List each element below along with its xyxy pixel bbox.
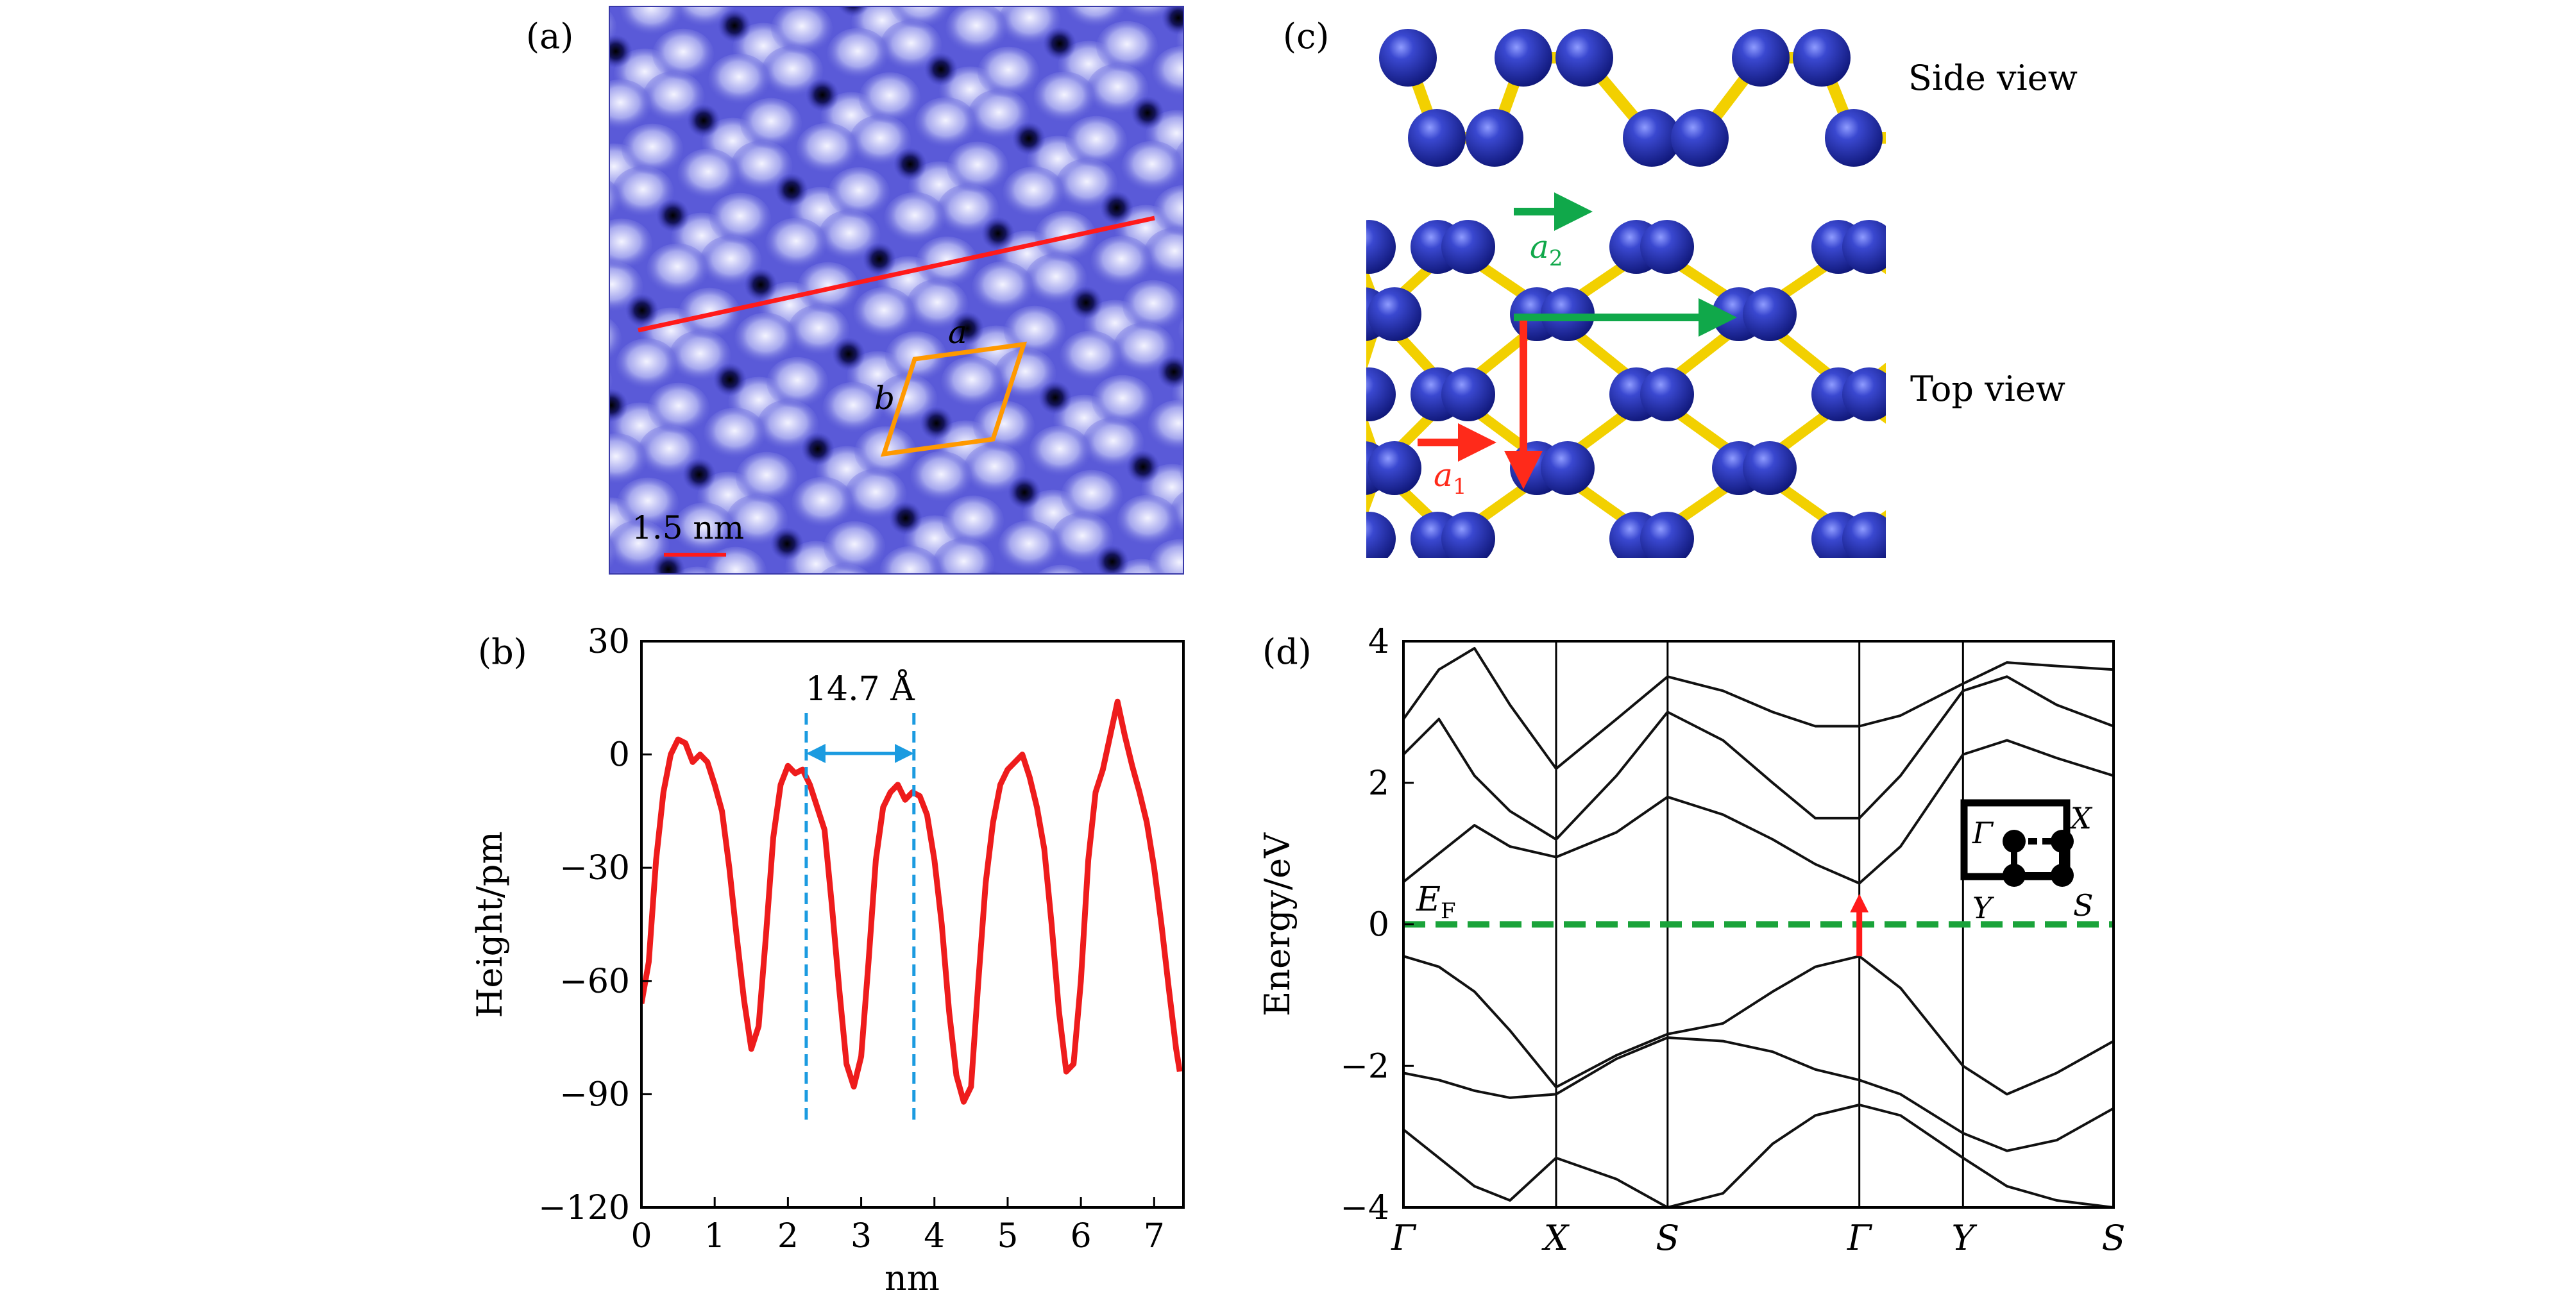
scale-bar-label: 1.5 nm xyxy=(632,509,744,546)
band-y-tick-label: −4 xyxy=(1340,1189,1389,1227)
profile-y-axis-label: Height/pm xyxy=(470,831,510,1018)
profile-y-tick-label: −90 xyxy=(559,1075,630,1114)
profile-x-tick-label: 4 xyxy=(924,1217,945,1256)
profile-series-line xyxy=(641,698,1183,1105)
band-line xyxy=(1403,1104,2114,1207)
profile-x-tick-label: 2 xyxy=(777,1217,799,1256)
band-kpoint-label: Γ xyxy=(1391,1218,1417,1258)
band-kpoint-label: X xyxy=(1541,1218,1570,1258)
structure-side-view xyxy=(1379,29,1886,167)
band-kpoint-label: S xyxy=(1656,1218,1679,1258)
band-kpoint-label: S xyxy=(2102,1218,2126,1258)
profile-x-axis-label: nm xyxy=(885,1258,940,1299)
profile-line xyxy=(638,215,1155,333)
brillouin-zone-inset: Γ X Y S xyxy=(1960,799,2094,925)
profile-y-tick-label: −60 xyxy=(559,963,630,1001)
band-line xyxy=(1403,739,2114,885)
profile-x-tick-label: 5 xyxy=(997,1217,1018,1256)
panel-label-a: (a) xyxy=(526,16,573,56)
profile-x-tick-label: 0 xyxy=(631,1217,652,1256)
band-y-tick-label: 2 xyxy=(1368,764,1389,803)
band-line xyxy=(1403,675,2114,841)
profile-y-tick-label: −30 xyxy=(559,849,630,887)
profile-plot-frame xyxy=(640,640,1185,1209)
bz-label-gamma: Γ xyxy=(1972,816,1994,850)
band-kpoint-label: Y xyxy=(1951,1218,1977,1258)
bz-label-s: S xyxy=(2073,888,2094,923)
unit-cell xyxy=(880,341,1028,457)
cell-label-b: b xyxy=(874,380,895,417)
profile-x-tick-label: 1 xyxy=(704,1217,725,1256)
band-y-tick-label: 0 xyxy=(1368,906,1389,945)
band-line xyxy=(1403,647,2114,770)
vector-a2-label: a2 xyxy=(1530,228,1563,271)
cell-label-a: a xyxy=(948,314,967,351)
profile-x-tick-label: 6 xyxy=(1071,1217,1092,1256)
fermi-level-label: EF xyxy=(1416,880,1456,924)
profile-y-tick-label: −120 xyxy=(538,1189,630,1227)
structure-top-view xyxy=(1366,220,1886,558)
profile-x-tick-label: 3 xyxy=(851,1217,872,1256)
band-structure-chart: Γ X S Γ Y S 4 2 0 −2 −4 EF Energy/eV Γ X Y S xyxy=(1257,623,2126,1258)
band-kpoint-label: Γ xyxy=(1847,1218,1873,1258)
band-y-tick-label: −2 xyxy=(1340,1047,1389,1086)
band-line xyxy=(1403,1036,2114,1152)
panel-label-b: (b) xyxy=(478,632,527,672)
profile-x-tick-label: 7 xyxy=(1144,1217,1165,1256)
profile-chart: 14.7 Å 0 1 2 3 4 5 6 7 30 0 −30 −60 −90 −120 nm Heigh… xyxy=(470,623,1185,1299)
stm-image xyxy=(609,6,1184,575)
side-view-label: Side view xyxy=(1908,58,2078,98)
top-view-label: Top view xyxy=(1910,369,2065,409)
vector-a1-label: a1 xyxy=(1434,457,1466,500)
profile-period-label: 14.7 Å xyxy=(806,669,915,709)
panel-label-c: (c) xyxy=(1283,16,1329,56)
profile-y-tick-label: 0 xyxy=(609,736,630,775)
bz-label-y: Y xyxy=(1972,891,1995,925)
band-y-axis-label: Energy/eV xyxy=(1257,832,1298,1016)
band-line xyxy=(1403,955,2114,1096)
bz-label-x: X xyxy=(2069,801,2093,836)
band-y-tick-label: 4 xyxy=(1368,623,1389,661)
panel-label-d: (d) xyxy=(1262,632,1312,672)
profile-y-tick-label: 30 xyxy=(588,623,630,661)
